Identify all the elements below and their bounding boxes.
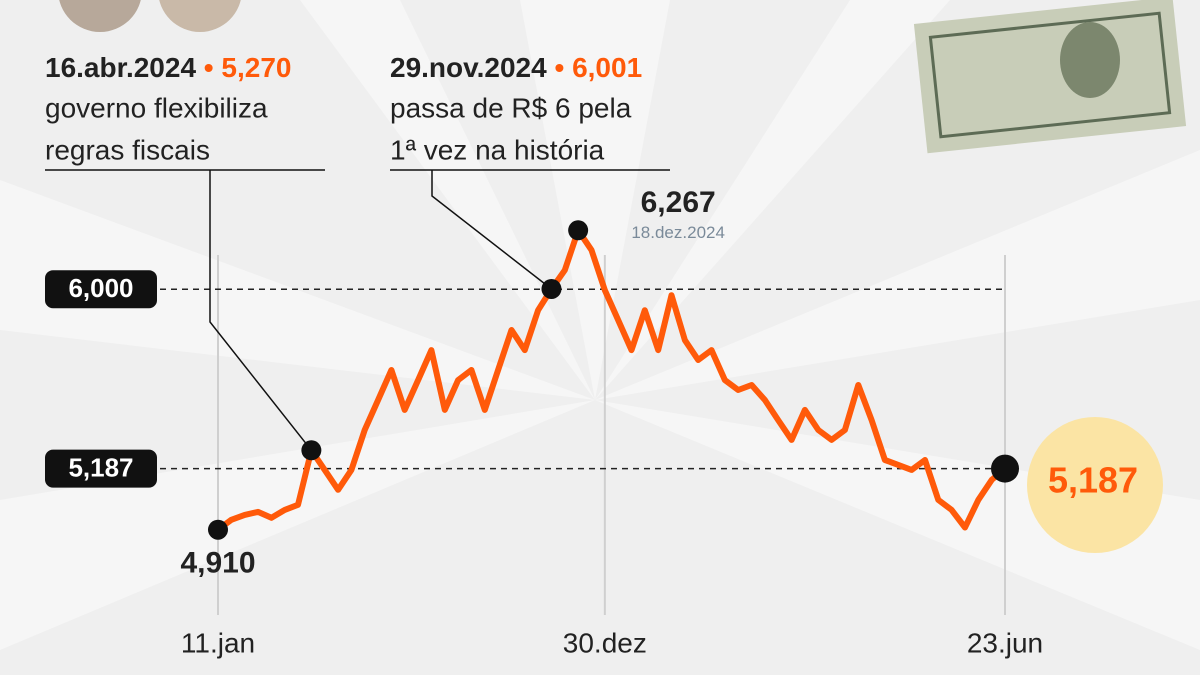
x-tick-label: 30.dez [563,627,647,658]
reference-label: 6,000 [68,273,133,303]
portrait [159,0,241,32]
reference-label: 5,187 [68,452,133,482]
reference-pill [45,270,157,309]
point-marker [541,278,562,299]
x-tick-label: 23.jun [967,627,1043,658]
note-heading: 29.nov.2024 • 6,001 [390,52,642,83]
x-tick-label: 11.jan [181,627,255,658]
data-line [216,227,1007,533]
portrait [59,0,141,32]
point-marker [208,519,228,540]
note-value: 5,270 [221,52,291,83]
note-heading: 16.abr.2024 • 5,270 [45,52,291,83]
reference-pill [45,449,157,488]
separator: • [547,52,572,83]
note-text: regras fiscais [45,134,210,165]
value-label: 4,910 [180,547,255,580]
note-date: 29.nov.2024 [390,52,547,83]
point-marker [301,440,322,461]
value-date: 18.dez.2024 [631,223,725,242]
sunburst [0,0,1200,650]
value-label: 6,267 [641,186,716,219]
point-marker [568,220,589,241]
point-marker [991,454,1019,483]
highlight-circle [1027,417,1163,553]
note-text: 1ª vez na história [390,134,605,165]
note-text: governo flexibiliza [45,92,268,123]
leader-line [431,170,552,290]
value-label: 5,187 [1048,460,1138,501]
note-date: 16.abr.2024 [45,52,196,83]
leader-line [209,170,312,451]
dollar-bills [913,0,1187,154]
note-value: 6,001 [572,52,642,83]
separator: • [196,52,221,83]
note-text: passa de R$ 6 pela [390,92,632,123]
